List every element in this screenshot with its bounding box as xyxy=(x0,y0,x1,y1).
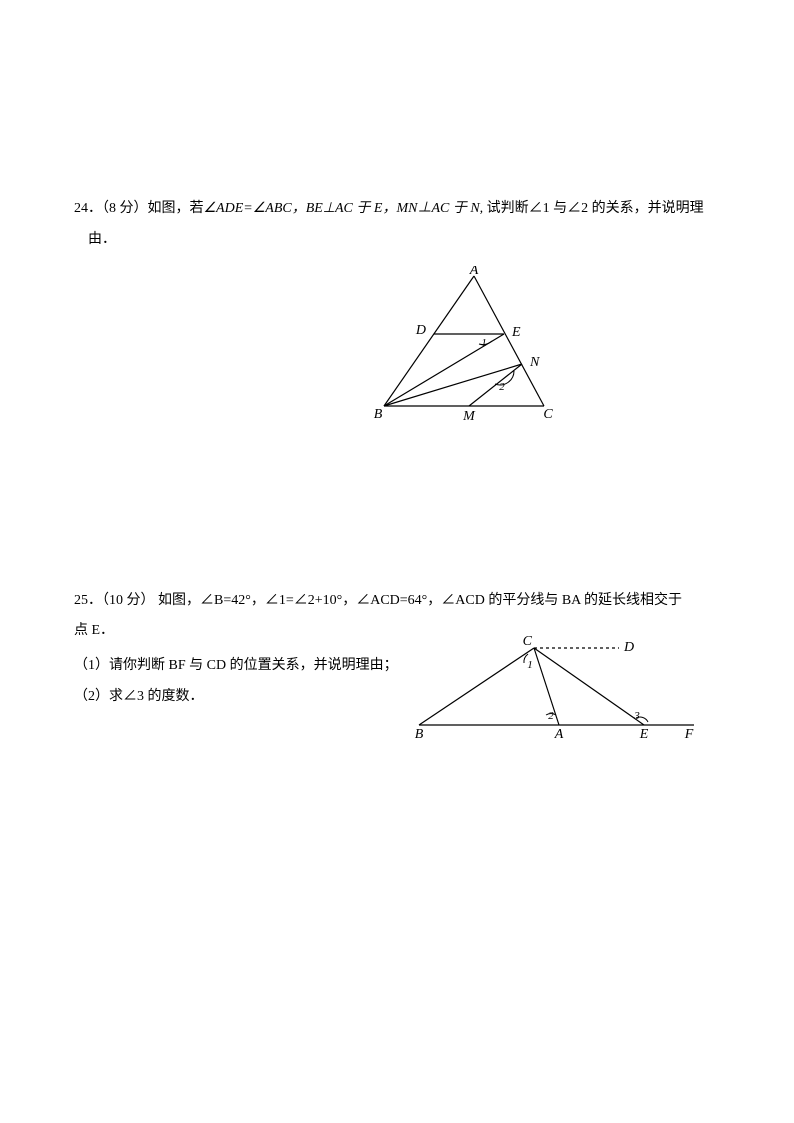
text-part: 如图，若 xyxy=(148,201,204,216)
text-part: 如图， xyxy=(155,593,201,608)
svg-text:C: C xyxy=(543,407,553,422)
svg-text:3: 3 xyxy=(633,710,640,722)
problem-points: （10 分） xyxy=(102,593,155,608)
svg-text:C: C xyxy=(523,634,533,649)
svg-text:D: D xyxy=(415,323,426,338)
problem-25-diagram: C D B A E F 1 2 3 xyxy=(404,633,704,743)
svg-text:N: N xyxy=(529,355,540,370)
problem-number: 25． xyxy=(74,593,102,608)
svg-text:B: B xyxy=(374,407,383,422)
svg-text:M: M xyxy=(462,409,476,424)
problem-24-line2: 由． xyxy=(74,225,720,256)
math-expression: ∠ADE=∠ABC，BE⊥AC 于 E，MN⊥AC 于 N, xyxy=(204,201,484,216)
problem-24-diagram: A D EN B M C 1 2 xyxy=(364,266,584,426)
sub-question-2: （2）求∠3 的度数． xyxy=(74,682,414,713)
svg-text:F: F xyxy=(684,727,694,742)
problem-24-text: 24．（8 分）如图，若∠ADE=∠ABC，BE⊥AC 于 E，MN⊥AC 于 … xyxy=(74,194,720,225)
svg-text:E: E xyxy=(511,325,521,340)
svg-text:1: 1 xyxy=(527,659,533,671)
svg-text:1: 1 xyxy=(481,337,487,349)
math-expression: ∠B=42°，∠1=∠2+10°，∠ACD=64°，∠ACD 的平分线与 BA … xyxy=(200,593,682,608)
problem-points: （8 分） xyxy=(102,201,148,216)
svg-text:B: B xyxy=(415,727,424,742)
problem-24: 24．（8 分）如图，若∠ADE=∠ABC，BE⊥AC 于 E，MN⊥AC 于 … xyxy=(74,194,720,426)
text-part: 试判断∠1 与∠2 的关系，并说明理 xyxy=(487,201,704,216)
svg-text:E: E xyxy=(639,727,649,742)
svg-text:A: A xyxy=(554,727,564,742)
sub-questions: （1）请你判断 BF 与 CD 的位置关系，并说明理由； （2）求∠3 的度数． xyxy=(74,651,414,713)
svg-text:D: D xyxy=(623,640,634,655)
svg-text:A: A xyxy=(469,266,479,278)
svg-text:2: 2 xyxy=(499,381,505,393)
problem-25-text: 25．（10 分） 如图，∠B=42°，∠1=∠2+10°，∠ACD=64°，∠… xyxy=(74,586,720,617)
sub-question-1: （1）请你判断 BF 与 CD 的位置关系，并说明理由； xyxy=(74,651,414,682)
svg-text:2: 2 xyxy=(548,710,554,722)
problem-25: 25．（10 分） 如图，∠B=42°，∠1=∠2+10°，∠ACD=64°，∠… xyxy=(74,586,720,713)
problem-number: 24． xyxy=(74,201,102,216)
